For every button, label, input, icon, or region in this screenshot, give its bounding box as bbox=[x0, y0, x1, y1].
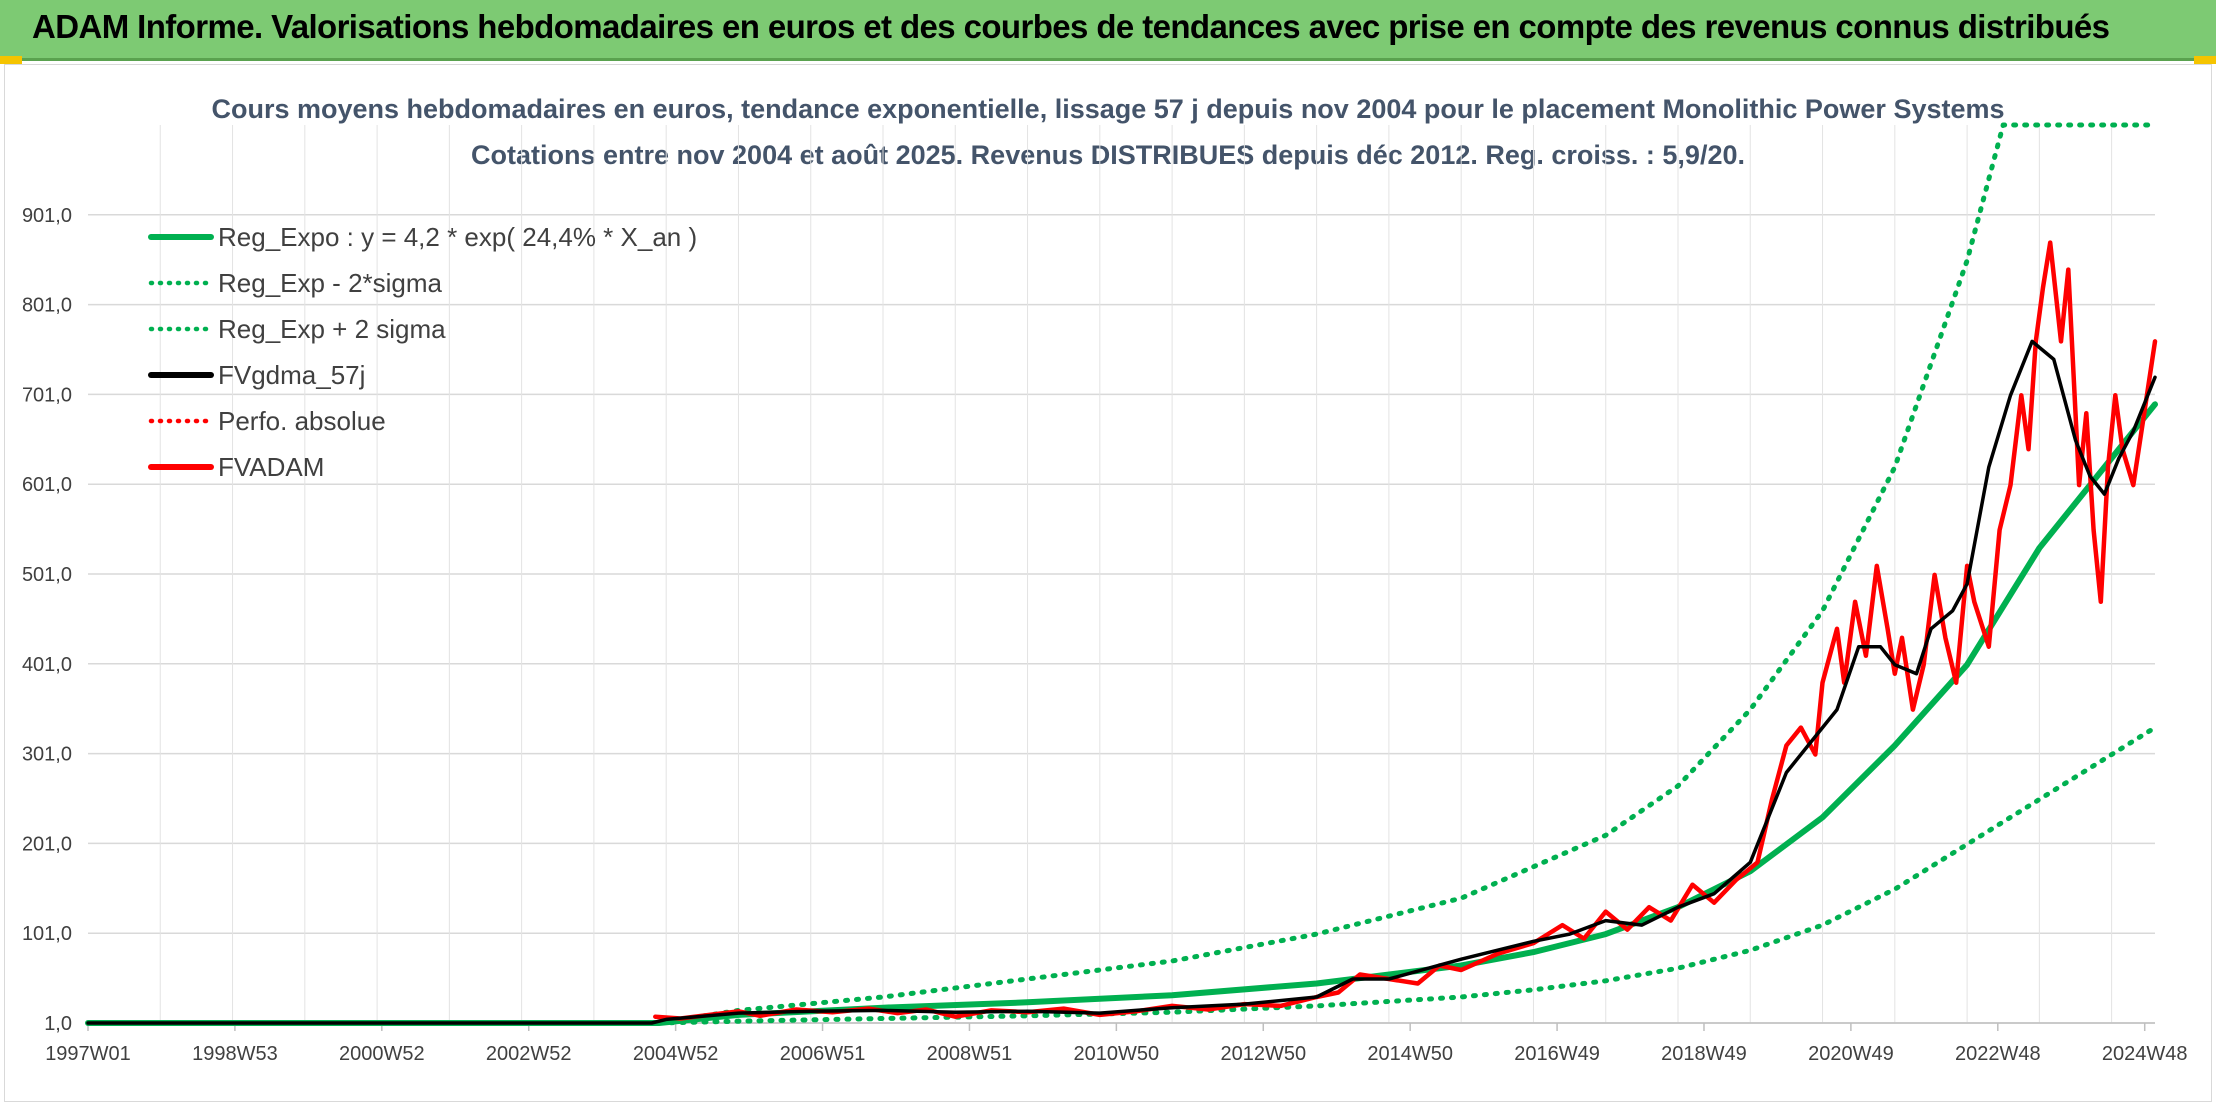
x-tick-label: 2016W49 bbox=[1514, 1043, 1600, 1065]
x-tick-label: 1998W53 bbox=[192, 1043, 278, 1065]
y-tick-label: 201,0 bbox=[22, 833, 72, 855]
y-tick-label: 501,0 bbox=[22, 564, 72, 586]
y-tick-label: 301,0 bbox=[22, 744, 72, 766]
corner-mark-left bbox=[0, 56, 22, 64]
x-tick-label: 2008W51 bbox=[927, 1043, 1013, 1065]
y-tick-label: 401,0 bbox=[22, 654, 72, 676]
regression-upper-band bbox=[85, 122, 2158, 1026]
plot-area bbox=[85, 122, 2158, 1026]
x-axis: 1997W01 1998W53 2000W52 2002W52 2004W52 2006W… bbox=[45, 1043, 2187, 1065]
legend-label: Perfo. absolue bbox=[218, 406, 386, 436]
x-tick-label: 1997W01 bbox=[45, 1043, 131, 1065]
legend-label: FVADAM bbox=[218, 452, 324, 482]
x-tick-label: 2006W51 bbox=[780, 1043, 866, 1065]
chart-subtitle: Cotations entre nov 2004 et août 2025. R… bbox=[471, 140, 1745, 170]
y-tick-label: 101,0 bbox=[22, 923, 72, 945]
x-tick-label: 2022W48 bbox=[1955, 1043, 2041, 1065]
legend-label: FVgdma_57j bbox=[218, 360, 365, 390]
legend-perfo-absolue: Perfo. absolue bbox=[148, 406, 386, 436]
x-tick-label: 2000W52 bbox=[339, 1043, 425, 1065]
price-line bbox=[653, 240, 2158, 1021]
x-tick-label: 2004W52 bbox=[633, 1043, 719, 1065]
report-title: ADAM Informe. Valorisations hebdomadaire… bbox=[32, 8, 2110, 45]
y-tick-label: 601,0 bbox=[22, 474, 72, 496]
corner-mark-right bbox=[2194, 56, 2216, 64]
y-tick-label: 701,0 bbox=[22, 384, 72, 406]
y-tick-label: 901,0 bbox=[22, 205, 72, 227]
y-tick-label: 801,0 bbox=[22, 295, 72, 317]
y-tick-label: 1,0 bbox=[44, 1013, 72, 1035]
chart-legend: Reg_Expo : y = 4,2 * exp( 24,4% * X_an )… bbox=[148, 222, 697, 482]
y-axis: 1,0 101,0 201,0 301,0 401,0 501,0 601,0 701,0 80… bbox=[22, 205, 72, 1035]
legend-regression: Reg_Expo : y = 4,2 * exp( 24,4% * X_an ) bbox=[148, 222, 697, 252]
x-tick-label: 2012W50 bbox=[1220, 1043, 1306, 1065]
legend-lower-band: Reg_Exp - 2*sigma bbox=[148, 268, 443, 298]
gridlines bbox=[87, 125, 2155, 1031]
price-trend-chart: Cours moyens hebdomadaires en euros, ten… bbox=[22, 94, 2188, 1065]
legend-moving-average: FVgdma_57j bbox=[148, 360, 365, 390]
legend-label: Reg_Expo : y = 4,2 * exp( 24,4% * X_an ) bbox=[218, 222, 697, 252]
legend-fvadam: FVADAM bbox=[148, 452, 324, 482]
regression-line bbox=[85, 401, 2158, 1026]
x-tick-label: 2018W49 bbox=[1661, 1043, 1747, 1065]
legend-label: Reg_Exp + 2 sigma bbox=[218, 314, 446, 344]
legend-upper-band: Reg_Exp + 2 sigma bbox=[148, 314, 446, 344]
x-tick-label: 2014W50 bbox=[1367, 1043, 1453, 1065]
chart-frame: Cours moyens hebdomadaires en euros, ten… bbox=[4, 64, 2212, 1102]
moving-average-line bbox=[86, 339, 2157, 1025]
x-tick-label: 2024W48 bbox=[2102, 1043, 2188, 1065]
report-header: ADAM Informe. Valorisations hebdomadaire… bbox=[0, 0, 2216, 61]
legend-label: Reg_Exp - 2*sigma bbox=[218, 268, 443, 298]
regression-lower-band bbox=[85, 725, 2158, 1026]
x-tick-label: 2020W49 bbox=[1808, 1043, 1894, 1065]
chart-title: Cours moyens hebdomadaires en euros, ten… bbox=[211, 94, 2004, 124]
x-tick-label: 2010W50 bbox=[1074, 1043, 1160, 1065]
x-tick-label: 2002W52 bbox=[486, 1043, 572, 1065]
